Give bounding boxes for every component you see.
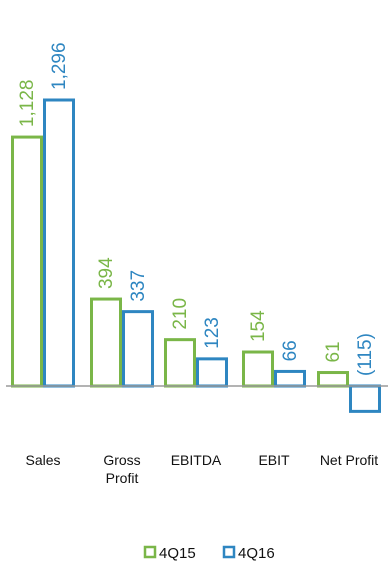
bar-4Q16-net-profit [349, 384, 381, 413]
value-label-4Q16-ebit: 66 [280, 340, 301, 361]
legend-swatch-4Q15 [143, 545, 157, 559]
category-label-ebit: EBIT [258, 452, 290, 468]
legend: 4Q15 4Q16 [143, 545, 275, 562]
bar-4Q15-gross-profit [90, 297, 122, 388]
value-label-4Q15-sales: 1,128 [17, 80, 38, 128]
legend-swatch-4Q16 [222, 545, 236, 559]
value-label-4Q16-net-profit: (115) [355, 333, 376, 376]
bar-4Q16-ebit [274, 369, 306, 388]
value-labels-group: 1,128 1,296 394 337 210 123 154 66 61 (115) [17, 42, 376, 376]
bar-4Q16-ebitda [196, 357, 228, 388]
legend-label-4Q15: 4Q15 [159, 545, 196, 562]
bar-4Q16-gross-profit [122, 310, 154, 388]
category-label-ebitda: EBITDA [171, 452, 222, 468]
value-label-4Q16-gross-profit: 337 [128, 270, 149, 302]
bar-4Q15-ebitda [164, 338, 196, 388]
value-label-4Q16-sales: 1,296 [49, 42, 70, 90]
bar-4Q15-ebit [242, 350, 274, 388]
bar-4Q16-sales [43, 98, 75, 388]
bar-4Q15-net-profit [317, 371, 349, 388]
bar-4Q15-sales [11, 135, 43, 388]
category-label-sales: Sales [25, 452, 60, 468]
category-label-gross-profit: Gross Profit [103, 452, 140, 486]
bars-group [11, 98, 381, 413]
value-label-4Q15-net-profit: 61 [323, 341, 344, 362]
value-label-4Q16-ebitda: 123 [202, 317, 223, 349]
value-label-4Q15-gross-profit: 394 [96, 257, 117, 289]
category-labels-group: Sales Gross Profit EBITDA EBIT Net Profit [25, 452, 378, 486]
category-label-net-profit: Net Profit [320, 452, 378, 468]
value-label-4Q15-ebit: 154 [248, 310, 269, 342]
value-label-4Q15-ebitda: 210 [170, 298, 191, 330]
legend-label-4Q16: 4Q16 [238, 545, 275, 562]
